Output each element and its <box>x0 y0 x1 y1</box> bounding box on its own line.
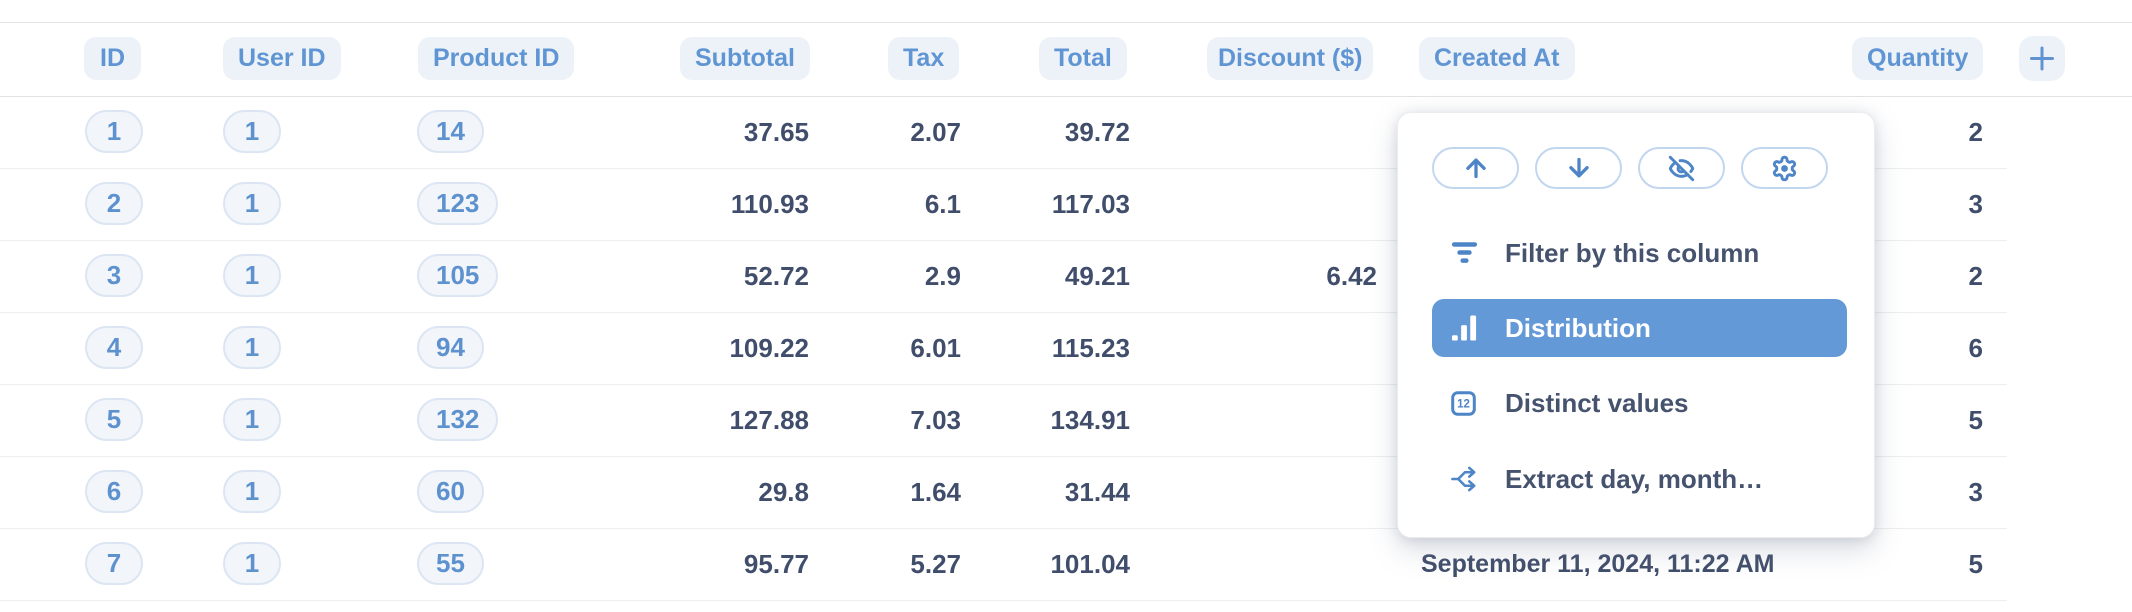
svg-text:12: 12 <box>1457 398 1470 410</box>
